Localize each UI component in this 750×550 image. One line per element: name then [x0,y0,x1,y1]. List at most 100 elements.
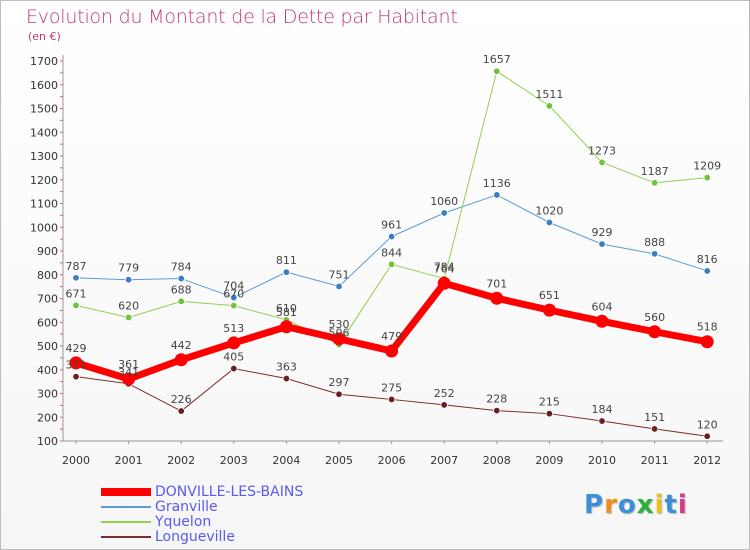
data-label-longueville: 252 [434,387,455,400]
data-point-longueville [493,406,501,415]
data-point-yquelon [493,67,501,75]
x-tick-label: 2006 [378,454,406,467]
data-point-granville [703,267,711,275]
x-tick-label: 2001 [115,454,143,467]
data-point-yquelon [72,301,80,310]
data-label-longueville: 371 [66,359,87,372]
data-label-yquelon: 844 [381,246,402,259]
x-tick-label: 2007 [430,454,458,467]
data-point-donville-les-bains [69,356,83,370]
data-point-granville [440,209,448,217]
y-tick-label: 1200 [30,174,58,187]
data-point-granville [650,250,659,258]
data-label-donville-les-bains: 604 [592,300,613,313]
data-label-donville-les-bains: 429 [66,342,87,355]
legend-swatch [101,536,151,538]
data-label-granville: 751 [329,268,350,281]
data-point-donville-les-bains [122,372,136,386]
y-tick-label: 600 [37,316,58,329]
data-point-longueville [598,417,606,425]
data-point-yquelon [598,158,606,167]
data-point-longueville [650,425,659,433]
data-label-yquelon: 671 [66,287,87,300]
data-point-yquelon [387,260,396,268]
legend-swatch [101,506,151,508]
data-point-donville-les-bains [385,344,399,358]
data-label-granville: 704 [223,280,244,293]
legend-swatch [101,488,151,496]
legend-label: Yquelon [155,514,212,530]
data-point-yquelon [177,297,185,306]
data-point-granville [387,232,396,241]
data-point-donville-les-bains [700,335,714,349]
y-tick-label: 1400 [30,126,58,139]
logo-letter: i [677,490,688,520]
x-tick-label: 2009 [535,454,563,467]
y-tick-label: 1000 [30,221,58,234]
data-label-longueville: 226 [171,393,192,406]
y-tick-label: 800 [37,269,58,282]
data-point-granville [72,274,80,282]
data-label-donville-les-bains: 560 [644,311,665,324]
y-tick-label: 400 [37,364,58,377]
legend-label: Granville [155,499,218,515]
y-tick-label: 1100 [30,198,58,211]
data-label-longueville: 184 [592,403,613,416]
data-label-donville-les-bains: 764 [434,262,455,275]
data-point-longueville [230,364,238,373]
data-label-donville-les-bains: 361 [118,358,139,371]
y-tick-label: 300 [37,388,58,401]
data-label-granville: 1060 [430,195,458,208]
data-label-donville-les-bains: 513 [223,322,244,335]
y-tick-label: 1500 [30,103,58,116]
data-point-donville-les-bains [332,332,346,346]
data-label-yquelon: 620 [118,300,139,313]
data-label-donville-les-bains: 530 [329,318,350,331]
data-point-donville-les-bains [227,336,241,350]
data-point-donville-les-bains [648,325,662,339]
x-tick-label: 2008 [483,454,511,467]
data-label-yquelon: 688 [171,283,192,296]
data-label-donville-les-bains: 442 [171,339,192,352]
data-label-longueville: 275 [381,381,402,394]
x-tick-label: 2000 [62,454,90,467]
data-label-yquelon: 1657 [483,53,511,66]
data-point-yquelon [703,173,711,182]
data-label-granville: 1136 [483,177,511,190]
series-line-yquelon [75,70,708,346]
data-point-granville [282,268,291,276]
data-point-granville [545,218,554,227]
data-point-donville-les-bains [595,314,609,328]
data-point-yquelon [545,102,554,110]
data-label-donville-les-bains: 518 [697,321,718,334]
data-label-granville: 779 [118,262,139,275]
y-tick-label: 100 [37,435,58,448]
data-label-donville-les-bains: 581 [276,306,297,319]
data-point-longueville [177,407,185,415]
data-label-granville: 929 [592,226,613,239]
y-tick-label: 900 [37,245,58,258]
chart-title: Evolution du Montant de la Dette par Hab… [26,6,458,28]
logo-letter: x [636,490,655,520]
data-point-donville-les-bains [279,320,293,334]
data-label-granville: 811 [276,254,297,267]
data-point-donville-les-bains [542,303,556,317]
data-point-longueville [282,374,291,383]
y-tick-label: 1300 [30,150,58,163]
chart-unit-label: (en €) [28,30,61,43]
y-tick-label: 200 [37,411,58,424]
data-label-longueville: 120 [697,418,718,431]
data-label-granville: 1020 [535,205,563,218]
data-label-yquelon: 1511 [535,88,563,101]
proxiti-logo: Proxiti [584,490,688,520]
logo-letter: i [654,490,665,520]
x-tick-label: 2012 [693,454,721,467]
data-point-donville-les-bains [490,291,504,305]
y-tick-label: 1600 [30,79,58,92]
data-label-longueville: 297 [329,376,350,389]
data-point-longueville [72,372,80,381]
data-label-yquelon: 610 [276,302,297,315]
data-label-donville-les-bains: 651 [539,289,560,302]
data-label-granville: 816 [697,253,718,266]
